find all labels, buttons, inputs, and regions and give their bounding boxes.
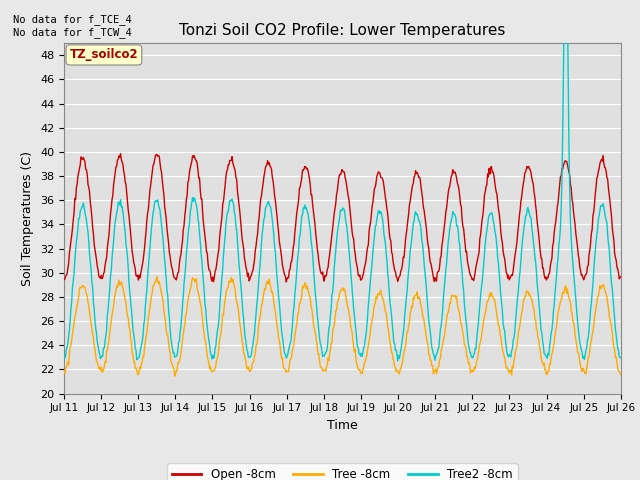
X-axis label: Time: Time: [327, 419, 358, 432]
Title: Tonzi Soil CO2 Profile: Lower Temperatures: Tonzi Soil CO2 Profile: Lower Temperatur…: [179, 23, 506, 38]
Text: No data for f_TCE_4
No data for f_TCW_4: No data for f_TCE_4 No data for f_TCW_4: [13, 14, 132, 38]
Legend: Open -8cm, Tree -8cm, Tree2 -8cm: Open -8cm, Tree -8cm, Tree2 -8cm: [167, 463, 518, 480]
Y-axis label: Soil Temperatures (C): Soil Temperatures (C): [22, 151, 35, 286]
Text: TZ_soilco2: TZ_soilco2: [70, 48, 138, 61]
